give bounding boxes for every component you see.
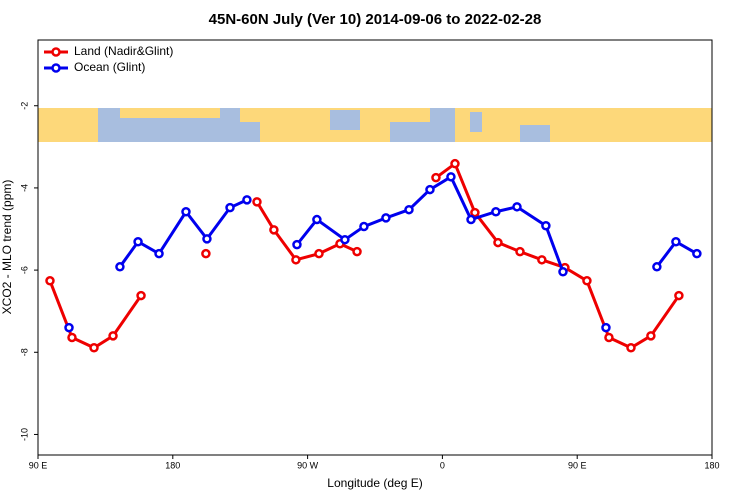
legend-label: Land (Nadir&Glint) <box>74 44 173 58</box>
point <box>601 322 611 333</box>
y-tick-label: -2 <box>19 102 29 110</box>
legend-marker <box>51 63 61 73</box>
point <box>674 290 684 301</box>
point <box>108 331 118 341</box>
point <box>136 290 146 301</box>
legend-marker <box>51 47 61 57</box>
point <box>242 195 252 205</box>
point <box>115 262 125 272</box>
x-tick-label: 0 <box>440 460 445 470</box>
point <box>652 262 662 272</box>
point <box>201 248 211 259</box>
point <box>671 236 681 247</box>
point <box>291 255 301 265</box>
point <box>541 220 551 231</box>
point <box>252 197 262 207</box>
point <box>431 172 441 183</box>
point <box>292 239 302 250</box>
point <box>466 214 476 225</box>
y-axis-label: XCO2 - MLO trend (ppm) <box>0 180 14 315</box>
point <box>582 276 592 286</box>
point <box>515 246 525 257</box>
x-axis-label: Longitude (deg E) <box>327 476 422 490</box>
point <box>133 236 143 247</box>
point <box>425 184 435 195</box>
point <box>202 234 212 244</box>
x-tick-label: 180 <box>704 460 719 470</box>
point <box>352 246 362 257</box>
point <box>314 248 324 259</box>
point <box>381 213 391 223</box>
point <box>470 207 480 218</box>
point <box>269 225 279 235</box>
point <box>89 343 99 353</box>
point <box>404 204 414 215</box>
y-tick-label: -6 <box>19 266 29 274</box>
x-tick-label: 90 E <box>568 460 587 470</box>
point <box>225 202 235 213</box>
point <box>359 221 369 232</box>
point <box>646 331 656 341</box>
point <box>312 214 322 225</box>
x-tick-label: 90 W <box>297 460 319 470</box>
y-tick-label: -10 <box>19 428 29 441</box>
x-tick-label: 180 <box>165 460 180 470</box>
x-tick-label: 90 E <box>29 460 48 470</box>
point <box>692 248 702 259</box>
point <box>446 172 456 182</box>
point <box>493 237 503 248</box>
point <box>604 332 614 343</box>
y-tick-label: -8 <box>19 348 29 356</box>
point <box>340 234 350 245</box>
point <box>450 158 460 169</box>
series-line <box>48 161 681 350</box>
point <box>626 343 636 353</box>
chart-title: 45N-60N July (Ver 10) 2014-09-06 to 2022… <box>209 11 542 28</box>
point <box>512 202 522 212</box>
legend-label: Ocean (Glint) <box>74 60 145 74</box>
point <box>45 276 55 286</box>
point <box>67 332 77 343</box>
map-band <box>38 108 712 142</box>
point <box>64 322 74 333</box>
point <box>181 207 191 217</box>
point <box>154 248 164 259</box>
y-tick-label: -4 <box>19 184 29 192</box>
point <box>491 207 501 217</box>
point <box>558 266 568 277</box>
plot-frame <box>37 39 713 456</box>
point <box>537 255 547 265</box>
